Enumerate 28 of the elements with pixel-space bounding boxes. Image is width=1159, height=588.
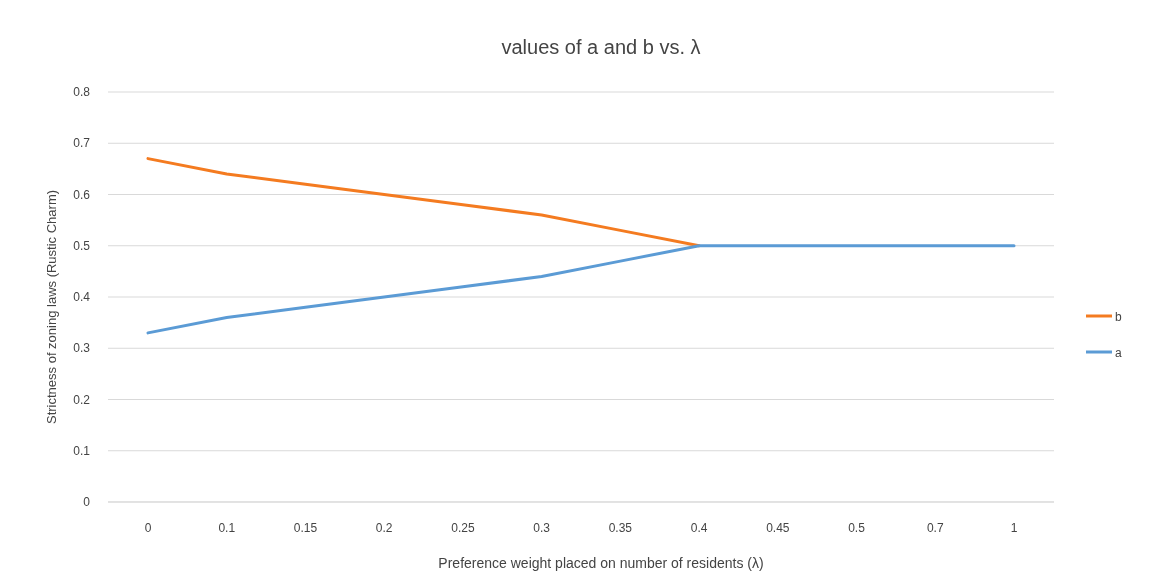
y-tick-label: 0.8 — [73, 85, 91, 99]
y-tick-label: 0.6 — [73, 187, 91, 202]
y-tick-label: 0.7 — [73, 136, 91, 151]
line-series — [146, 157, 701, 248]
y-tick-label: 0 — [83, 495, 91, 509]
x-tick-label: 0.7 — [926, 521, 944, 535]
x-tick-label: 0.45 — [766, 521, 790, 535]
y-axis-title: Strictness of zoning laws (Rustic Charm) — [44, 189, 59, 425]
x-tick-label: 0.1 — [218, 521, 236, 535]
y-tick-label: 0.4 — [73, 290, 91, 304]
legend-label: a — [1115, 346, 1122, 360]
y-tick-label: 0.3 — [73, 341, 91, 356]
x-tick-label: 0 — [144, 521, 152, 535]
x-tick-label: 0.3 — [533, 521, 551, 535]
line-series — [146, 244, 1016, 335]
x-tick-label: 0.4 — [690, 521, 708, 535]
chart-title: values of a and b vs. λ — [501, 36, 701, 58]
y-tick-label: 0.5 — [73, 238, 91, 253]
x-tick-label: 0.15 — [293, 521, 318, 535]
x-axis-title: Preference weight placed on number of residents (λ) — [438, 555, 764, 571]
x-tick-label: 0.5 — [848, 521, 866, 535]
x-tick-label: 0.35 — [608, 521, 633, 535]
y-tick-label: 0.1 — [73, 443, 91, 458]
y-tick-label: 0.2 — [73, 392, 91, 407]
x-tick-label: 0.25 — [451, 521, 475, 535]
x-tick-label: 0.2 — [375, 521, 393, 535]
x-tick-label: 1 — [1010, 521, 1018, 535]
legend-label: b — [1115, 310, 1122, 324]
